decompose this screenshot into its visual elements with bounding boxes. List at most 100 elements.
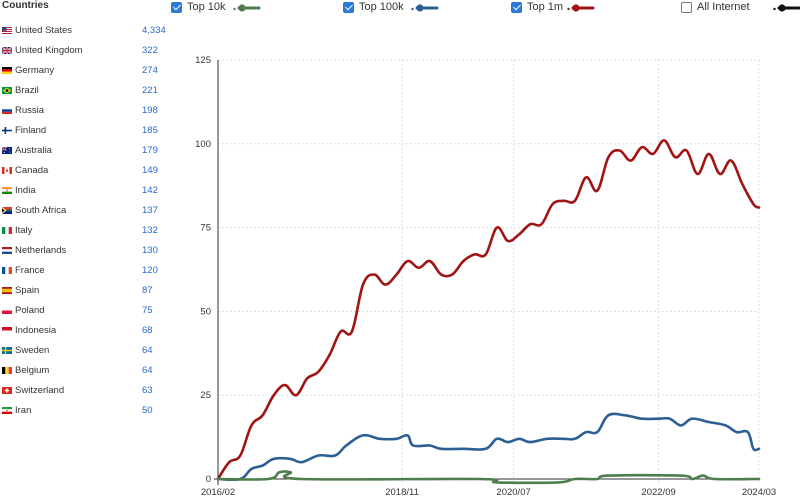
legend-label: Top 10k	[187, 1, 226, 13]
x-tick-label: 2020/07	[496, 487, 530, 498]
y-tick-label: 75	[200, 223, 211, 234]
legend-label: Top 1m	[527, 1, 564, 13]
country-name: Indonesia	[15, 325, 57, 336]
country-name: South Africa	[15, 205, 67, 216]
country-name: Brazil	[15, 85, 39, 96]
x-tick-label: 2018/11	[385, 487, 419, 498]
country-row-uk[interactable]: United Kingdom 322	[2, 45, 168, 61]
country-row-iran[interactable]: Iran 50	[2, 405, 168, 421]
country-count[interactable]: 50	[142, 405, 153, 416]
country-name: Australia	[15, 145, 52, 156]
country-count[interactable]: 221	[142, 85, 158, 96]
country-name: United States	[15, 25, 73, 36]
country-count[interactable]: 68	[142, 325, 153, 336]
x-tick-label: 2016/02	[201, 487, 235, 498]
country-row-brazil[interactable]: Brazil 221	[2, 85, 168, 101]
countries-panel: Countries United States 4,334 United Kingd…	[0, 0, 170, 498]
france-flag-icon	[2, 267, 12, 274]
country-name: Netherlands	[15, 245, 67, 256]
y-tick-label: 0	[206, 474, 211, 485]
us-flag-icon	[2, 27, 12, 34]
country-count[interactable]: 130	[142, 245, 158, 256]
indonesia-flag-icon	[2, 327, 12, 334]
country-name: Russia	[15, 105, 45, 116]
country-name: Iran	[15, 405, 32, 416]
country-count[interactable]: 120	[142, 265, 158, 276]
country-row-france[interactable]: France 120	[2, 265, 168, 281]
y-tick-label: 100	[195, 139, 211, 150]
country-count[interactable]: 137	[142, 205, 158, 216]
checkbox-unchecked-icon[interactable]	[681, 2, 692, 13]
country-count[interactable]: 198	[142, 105, 158, 116]
country-count[interactable]: 75	[142, 305, 153, 316]
countries-title: Countries	[2, 0, 49, 11]
country-count[interactable]: 274	[142, 65, 158, 76]
legend-line-marker-icon	[411, 4, 439, 12]
italy-flag-icon	[2, 227, 12, 234]
country-row-us[interactable]: United States 4,334	[2, 25, 168, 41]
y-tick-label: 125	[195, 55, 211, 66]
checkbox-checked-icon[interactable]	[171, 2, 182, 13]
x-tick-label: 2022/09	[641, 487, 675, 498]
country-count[interactable]: 63	[142, 385, 153, 396]
country-row-russia[interactable]: Russia 198	[2, 105, 168, 121]
country-count[interactable]: 132	[142, 225, 158, 236]
country-row-switzerland[interactable]: Switzerland 63	[2, 385, 168, 401]
uk-flag-icon	[2, 47, 12, 54]
y-tick-label: 50	[200, 306, 211, 317]
country-count[interactable]: 185	[142, 125, 158, 136]
legend-line-marker-icon	[773, 4, 800, 12]
country-name: Sweden	[15, 345, 50, 356]
country-name: United Kingdom	[15, 45, 83, 56]
legend-line-marker-icon	[233, 4, 261, 12]
spain-flag-icon	[2, 287, 12, 294]
country-row-netherlands[interactable]: Netherlands 130	[2, 245, 168, 261]
checkbox-checked-icon[interactable]	[343, 2, 354, 13]
iran-flag-icon	[2, 407, 12, 414]
country-count[interactable]: 149	[142, 165, 158, 176]
series-line-top-1m	[216, 139, 761, 481]
country-row-canada[interactable]: Canada 149	[2, 165, 168, 181]
legend-line-marker-icon	[567, 4, 595, 12]
country-row-italy[interactable]: Italy 132	[2, 225, 168, 241]
country-row-poland[interactable]: Poland 75	[2, 305, 168, 321]
country-row-belgium[interactable]: Belgium 64	[2, 365, 168, 381]
canada-flag-icon	[2, 167, 12, 174]
switzerland-flag-icon	[2, 387, 12, 394]
country-name: Finland	[15, 125, 47, 136]
country-name: Poland	[15, 305, 45, 316]
country-name: Spain	[15, 285, 40, 296]
country-count[interactable]: 4,334	[142, 25, 166, 36]
country-count[interactable]: 142	[142, 185, 158, 196]
country-row-australia[interactable]: Australia 179	[2, 145, 168, 161]
country-row-germany[interactable]: Germany 274	[2, 65, 168, 81]
country-count[interactable]: 64	[142, 345, 153, 356]
belgium-flag-icon	[2, 367, 12, 374]
sweden-flag-icon	[2, 347, 12, 354]
country-row-south-africa[interactable]: South Africa 137	[2, 205, 168, 221]
finland-flag-icon	[2, 127, 12, 134]
germany-flag-icon	[2, 67, 12, 74]
netherlands-flag-icon	[2, 247, 12, 254]
legend-label: All Internet	[697, 1, 750, 13]
country-row-finland[interactable]: Finland 185	[2, 125, 168, 141]
south-africa-flag-icon	[2, 207, 12, 214]
country-name: Switzerland	[15, 385, 65, 396]
country-row-indonesia[interactable]: Indonesia 68	[2, 325, 168, 341]
poland-flag-icon	[2, 307, 12, 314]
checkbox-checked-icon[interactable]	[511, 2, 522, 13]
country-row-spain[interactable]: Spain 87	[2, 285, 168, 301]
x-tick-label: 2024/03	[742, 487, 776, 498]
country-row-sweden[interactable]: Sweden 64	[2, 345, 168, 361]
country-row-india[interactable]: India 142	[2, 185, 168, 201]
country-count[interactable]: 64	[142, 365, 153, 376]
country-name: Italy	[15, 225, 33, 236]
legend-label: Top 100k	[359, 1, 404, 13]
india-flag-icon	[2, 187, 12, 194]
australia-flag-icon	[2, 147, 12, 154]
country-count[interactable]: 179	[142, 145, 158, 156]
country-count[interactable]: 87	[142, 285, 153, 296]
country-count[interactable]: 322	[142, 45, 158, 56]
series-line-top-10k	[216, 470, 761, 485]
